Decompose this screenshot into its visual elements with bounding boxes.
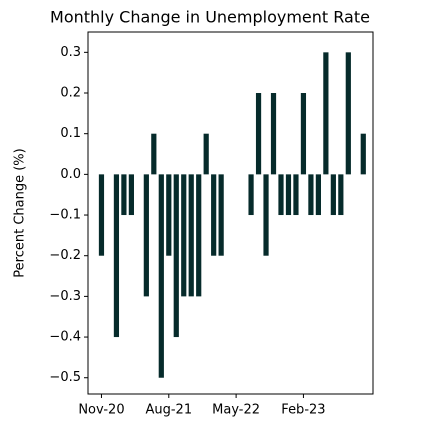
y-tick-label: 0.3 bbox=[60, 45, 81, 60]
bar bbox=[270, 93, 277, 175]
y-tick-label: 0.1 bbox=[60, 126, 81, 141]
bar bbox=[151, 133, 157, 175]
bar bbox=[211, 174, 217, 256]
bar bbox=[345, 52, 351, 175]
x-tick-label: Aug-21 bbox=[145, 403, 192, 418]
bar bbox=[158, 174, 164, 378]
bar bbox=[121, 174, 127, 216]
bar bbox=[113, 174, 120, 338]
bar bbox=[143, 174, 149, 297]
bar bbox=[323, 52, 329, 175]
bar bbox=[285, 174, 292, 216]
y-tick-label: −0.4 bbox=[49, 330, 81, 345]
bar bbox=[330, 174, 336, 216]
bar bbox=[203, 133, 209, 175]
bar bbox=[188, 174, 194, 297]
chart-title: Monthly Change in Unemployment Rate bbox=[50, 8, 370, 27]
bar bbox=[255, 93, 262, 175]
x-tick-label: May-22 bbox=[212, 403, 260, 418]
bar bbox=[248, 174, 254, 216]
y-axis-label: Percent Change (%) bbox=[13, 148, 28, 277]
bar bbox=[300, 93, 307, 175]
bar bbox=[278, 174, 284, 216]
bar bbox=[173, 174, 179, 338]
bar bbox=[196, 174, 202, 297]
bar bbox=[293, 174, 299, 216]
x-tick-label: Feb-23 bbox=[281, 403, 325, 418]
y-tick-label: −0.2 bbox=[49, 248, 81, 263]
bar bbox=[181, 174, 187, 297]
y-tick-label: −0.3 bbox=[49, 289, 81, 304]
plot-frame bbox=[87, 31, 374, 395]
bar bbox=[218, 174, 224, 256]
bar bbox=[263, 174, 269, 256]
y-tick-label: −0.1 bbox=[49, 208, 81, 223]
y-tick-label: −0.5 bbox=[49, 370, 81, 385]
y-tick-label: 0.2 bbox=[60, 86, 81, 101]
bar bbox=[315, 174, 321, 216]
bar bbox=[308, 174, 314, 216]
bar bbox=[360, 133, 366, 175]
bar bbox=[166, 174, 172, 256]
bar bbox=[338, 174, 344, 216]
bar bbox=[128, 174, 134, 216]
x-tick-label: Nov-20 bbox=[78, 403, 124, 418]
bar bbox=[98, 174, 105, 256]
y-tick-label: 0.0 bbox=[60, 167, 81, 182]
